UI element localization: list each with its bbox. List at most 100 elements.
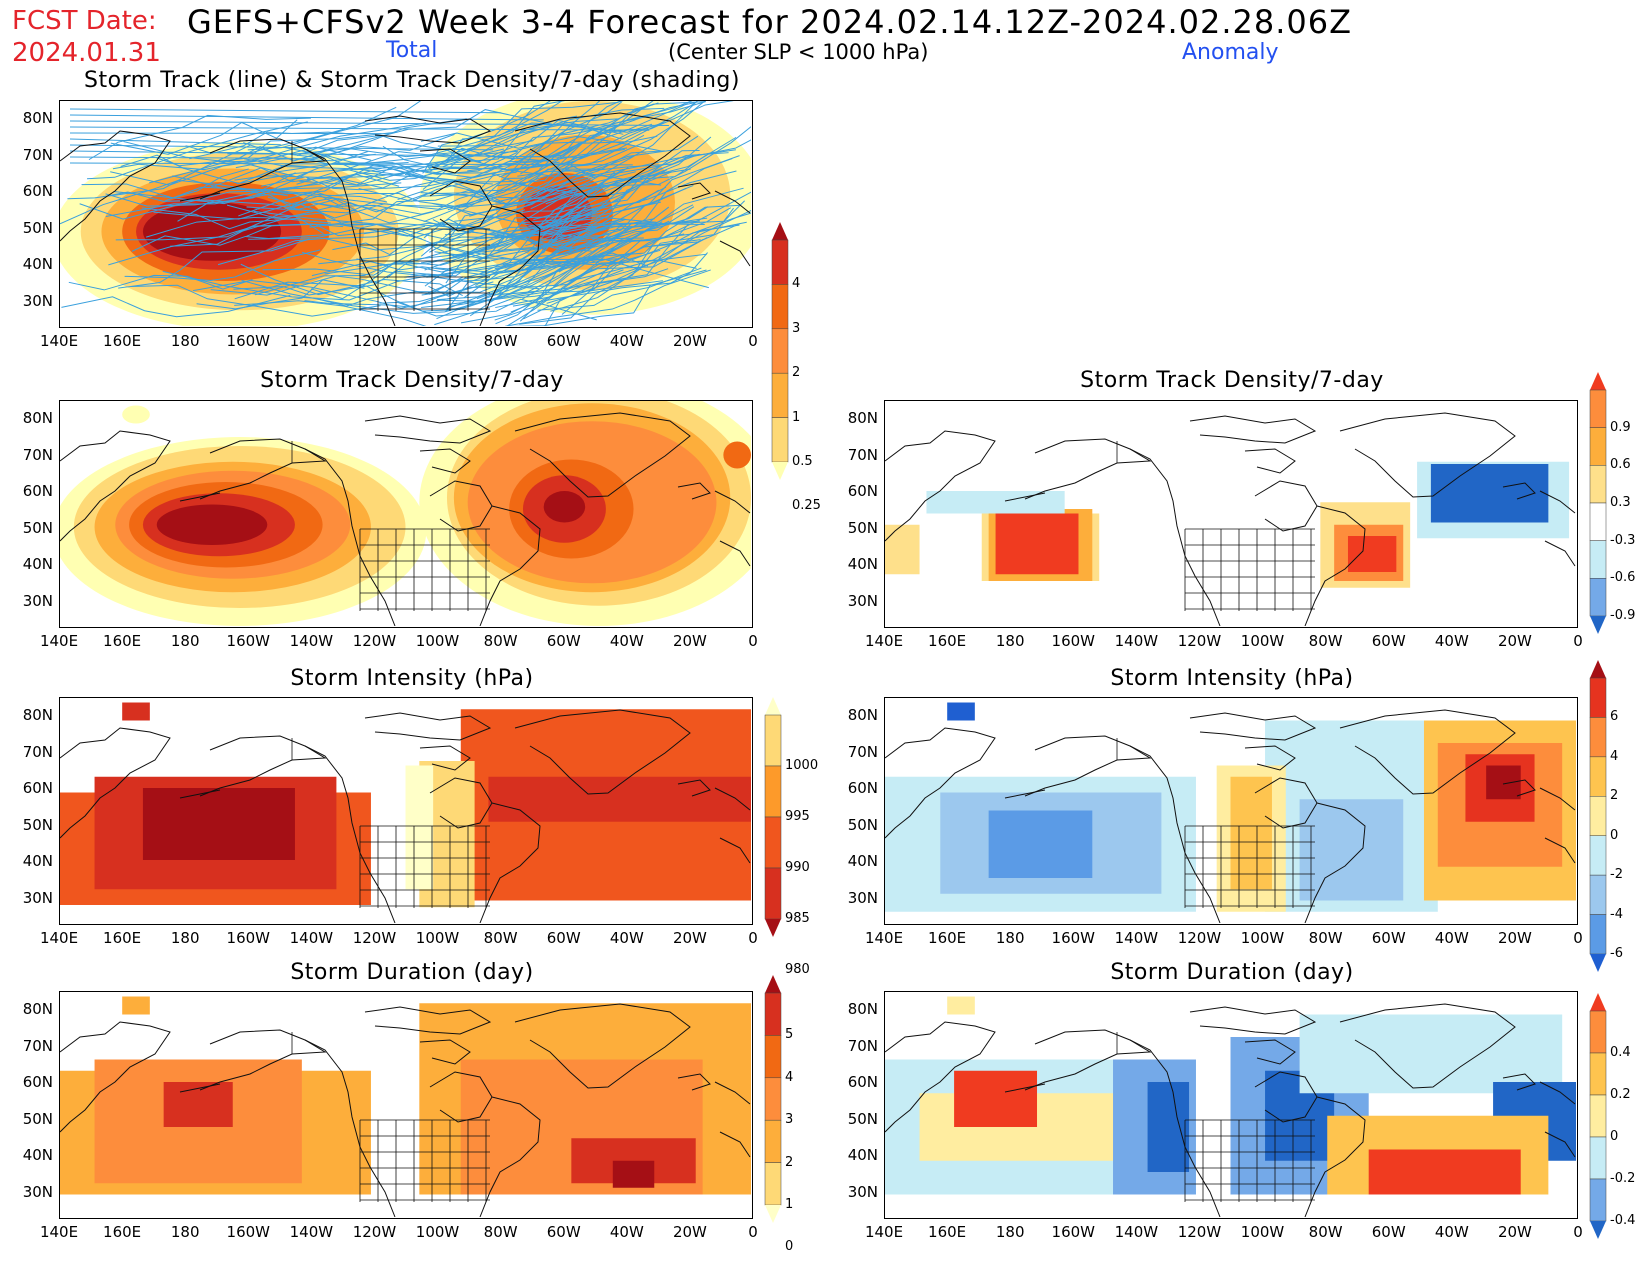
lat-tick-label: 40N <box>22 255 53 273</box>
colorbar-label: -6 <box>1610 946 1623 961</box>
lon-tick-label: 100W <box>415 632 460 650</box>
main-title: GEFS+CFSv2 Week 3-4 Forecast for 2024.02… <box>187 3 1353 41</box>
lon-tick-label: 60W <box>1371 632 1406 650</box>
lat-tick-label: 40N <box>22 852 53 870</box>
colorbar-label: 0.2 <box>1610 1087 1631 1102</box>
lon-tick-label: 40W <box>609 929 644 947</box>
lat-tick-label: 80N <box>847 706 878 724</box>
colorbar-label: 1 <box>785 1197 794 1212</box>
lat-tick-label: 40N <box>22 1146 53 1164</box>
lat-tick-label: 50N <box>847 518 878 537</box>
colorbar-density-anom <box>1589 372 1607 634</box>
lat-tick-label: 50N <box>847 1109 878 1128</box>
state-borders <box>1116 441 1315 611</box>
lat-tick-label: 70N <box>847 742 878 761</box>
colorbar-duration-anom <box>1589 993 1607 1239</box>
coastline <box>885 412 1576 626</box>
colorbar-swatch <box>764 867 782 920</box>
colorbar-label: 1000 <box>785 758 819 773</box>
colorbar-label: -0.6 <box>1610 570 1636 586</box>
lon-tick-label: 160W <box>1051 632 1095 650</box>
lon-tick-label: 140E <box>864 929 904 947</box>
lon-tick-label: 80W <box>1308 929 1343 947</box>
lon-tick-label: 180 <box>995 632 1025 650</box>
colorbar-swatch <box>1589 540 1607 579</box>
state-borders <box>291 1032 490 1202</box>
lat-tick-label: 30N <box>847 591 878 610</box>
lon-tick-label: 140E <box>864 632 904 650</box>
colorbar-bottom-arrow <box>772 462 788 480</box>
lon-tick-label: 20W <box>1497 632 1532 650</box>
colorbar-bottom-arrow <box>765 1205 781 1223</box>
shade-cell <box>163 1082 233 1127</box>
fcst-date: 2024.01.31 <box>12 38 161 68</box>
lat-tick-label: 50N <box>847 815 878 834</box>
lon-tick-label: 40W <box>609 632 644 650</box>
lon-tick-label: 160E <box>928 632 967 650</box>
lon-tick-label: 20W <box>672 632 707 650</box>
lon-tick-label: 60W <box>546 332 581 350</box>
colorbar-intensity-total <box>764 697 782 937</box>
lon-tick-label: 140W <box>289 332 334 350</box>
colorbar-label: 3 <box>792 320 801 336</box>
lat-tick-label: 80N <box>22 409 53 427</box>
colorbar-label: 1 <box>792 409 801 425</box>
shade-cell <box>488 776 751 822</box>
colorbar-swatch <box>764 816 782 869</box>
panel-title-track: Storm Track (line) & Storm Track Density… <box>84 68 740 93</box>
lon-tick-label: 140E <box>39 1223 79 1241</box>
lon-tick-label: 100W <box>1240 632 1285 650</box>
lon-tick-label: 180 <box>170 332 200 350</box>
lon-tick-label: 160W <box>1051 1223 1095 1241</box>
lon-tick-label: 0 <box>748 332 758 350</box>
shade-cell <box>1299 1014 1563 1094</box>
lon-tick-label: 80W <box>1308 632 1343 650</box>
panel-title-intensity-total: Storm Intensity (hPa) <box>290 666 534 691</box>
lon-tick-label: 0 <box>1573 632 1583 650</box>
lon-tick-label: 180 <box>995 929 1025 947</box>
lat-tick-label: 40N <box>847 555 878 573</box>
map-duration-anom <box>884 991 1578 1219</box>
lon-tick-label: 60W <box>1371 929 1406 947</box>
panel-title-density-total: Storm Track Density/7-day <box>260 368 564 393</box>
lon-tick-label: 60W <box>1371 1223 1406 1241</box>
shade-cell <box>142 788 295 860</box>
colorbar-label: 0.3 <box>1610 495 1631 510</box>
colorbar-swatch <box>1589 465 1607 504</box>
shade-cell <box>122 702 150 721</box>
colorbar-swatch <box>764 1077 782 1121</box>
lon-tick-label: 80W <box>483 632 518 650</box>
colorbar-label: 0.25 <box>792 498 821 514</box>
lon-tick-label: 160E <box>103 1223 142 1241</box>
colorbar-label: 5 <box>785 1027 794 1043</box>
colorbar-label: 4 <box>1610 748 1619 764</box>
colorbar-duration-total <box>764 975 782 1223</box>
colorbar-label: -0.4 <box>1610 1213 1636 1228</box>
lon-tick-label: 160W <box>1051 929 1095 947</box>
colorbar-swatch <box>1589 1010 1607 1054</box>
center-slp-note: (Center SLP < 1000 hPa) <box>668 40 929 64</box>
lon-tick-label: 40W <box>609 1223 644 1241</box>
storm-tracks <box>60 101 751 326</box>
lat-tick-label: 80N <box>22 109 53 127</box>
colorbar-label: -0.3 <box>1610 532 1636 548</box>
lon-tick-label: 140W <box>1114 929 1159 947</box>
colorbar-label: 980 <box>785 962 810 977</box>
shade-cell <box>947 702 975 721</box>
lon-tick-label: 40W <box>1434 929 1469 947</box>
lat-tick-label: 60N <box>847 1073 878 1091</box>
lat-tick-label: 70N <box>22 445 53 464</box>
shade-cell <box>1299 799 1404 901</box>
colorbar-swatch <box>1589 835 1607 876</box>
coastline <box>60 709 751 923</box>
lon-tick-label: 20W <box>672 1223 707 1241</box>
lon-tick-label: 120W <box>1177 1223 1222 1241</box>
colorbar-swatch <box>1589 874 1607 915</box>
colorbar-label: 0.9 <box>1610 419 1631 435</box>
lat-tick-label: 40N <box>847 1146 878 1164</box>
state-borders <box>291 441 490 611</box>
lon-tick-label: 20W <box>1497 929 1532 947</box>
lon-tick-label: 80W <box>483 929 518 947</box>
colorbar-top-arrow <box>1590 372 1606 390</box>
lat-tick-label: 30N <box>22 1182 53 1201</box>
